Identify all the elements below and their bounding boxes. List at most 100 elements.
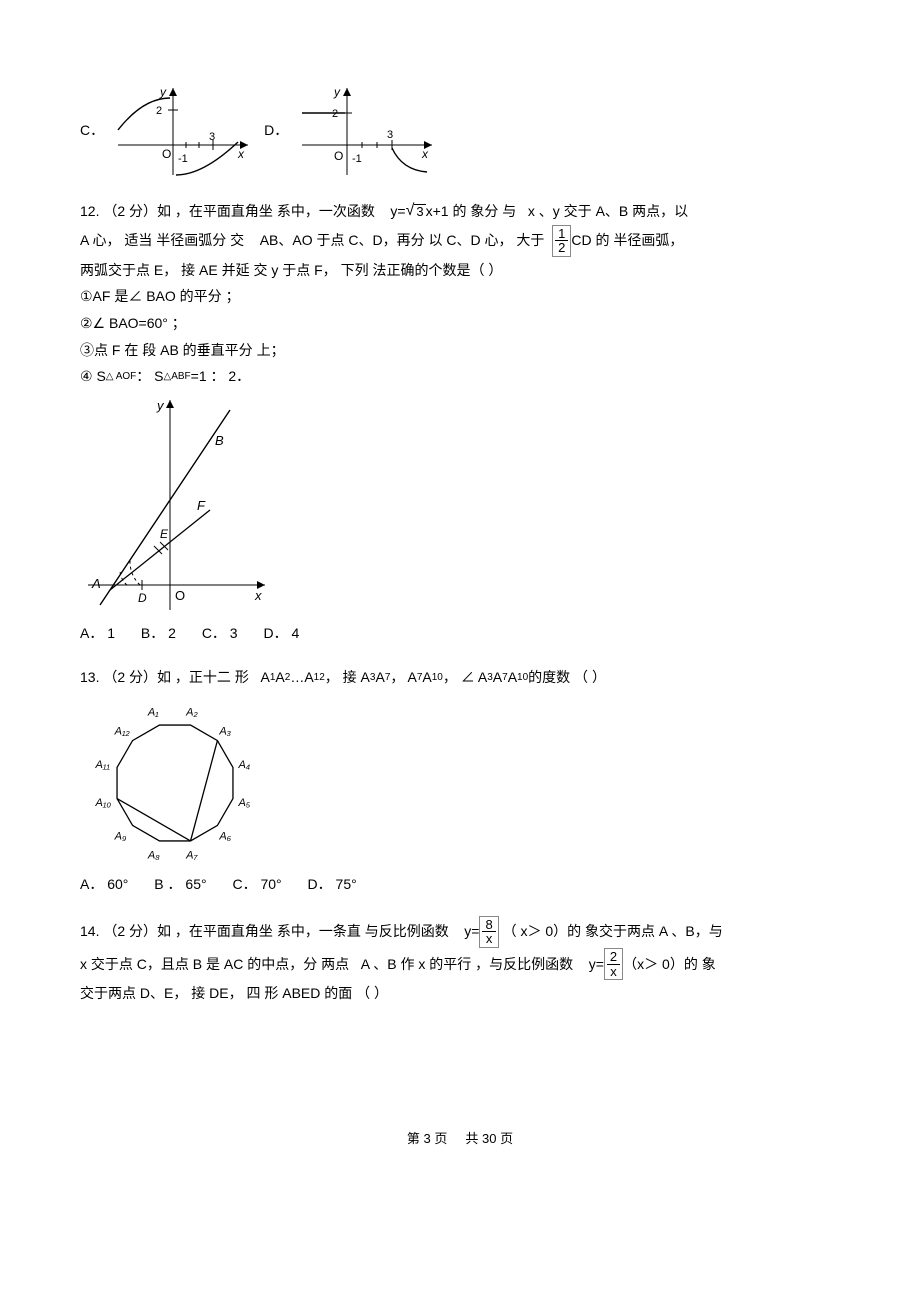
svg-text:F: F	[197, 498, 206, 513]
svg-text:2: 2	[332, 108, 338, 120]
q13-lf: A	[375, 664, 384, 691]
q12-s4: ④ S △ AOF ： S △ABF =1 ： 2．	[80, 363, 840, 390]
q14-l2a: x 交于点 C，且点 B 是 AC 的中点，分 两点	[80, 951, 349, 978]
svg-text:y: y	[156, 398, 165, 413]
q13-num: 13.	[80, 664, 99, 691]
q14-line3: 交于两点 D、E， 接 DE， 四 形 ABED 的面 （ ）	[80, 980, 840, 1007]
q12-s4e: =1 ： 2．	[191, 363, 251, 390]
svg-text:O: O	[175, 588, 185, 603]
q12-choice-c[interactable]: C． 3	[202, 625, 238, 641]
q14-l1b: y=	[464, 918, 479, 945]
q14-l2d: （x＞ 0）的 象	[623, 951, 716, 978]
svg-text:A: A	[91, 576, 101, 591]
q12-s4b: △ AOF	[106, 367, 136, 386]
q12-choice-b[interactable]: B． 2	[141, 625, 176, 641]
q12-l1d: x 、y 交于 A、B 两点，以	[528, 198, 688, 225]
q12-s4c: ： S	[136, 363, 163, 390]
q12-line3: 两弧交于点 E， 接 AE 并延 交 y 于点 F， 下列 法正确的个数是（ ）	[80, 257, 840, 284]
footer-f: 页	[500, 1131, 513, 1146]
q12-l1c: x+1 的 象分 与	[426, 198, 517, 225]
q12-num: 12.	[80, 198, 99, 225]
q14-l1c: （ x＞ 0）的 象交于两点 A 、B，与	[503, 918, 723, 945]
svg-text:2: 2	[156, 105, 162, 117]
svg-text:A₅: A₅	[237, 797, 250, 809]
q11-graph-d: x y O 2 3 -1	[292, 80, 442, 180]
footer-e: 30	[482, 1131, 496, 1146]
q13-lj: A	[493, 664, 502, 691]
footer-d: 共	[465, 1131, 478, 1146]
svg-text:A₈: A₈	[147, 850, 160, 862]
q12-l2b: AB、AO 于点 C、D，再分 以 C、D 心， 大于	[260, 227, 545, 254]
q12-l1a: （2 分）如 ，在平面直角坐 系中，一次函数	[103, 198, 374, 225]
footer-a: 第	[407, 1131, 420, 1146]
svg-text:-1: -1	[352, 153, 362, 165]
svg-text:y: y	[333, 85, 341, 99]
q13-lc: A	[275, 664, 284, 691]
q13-lk: A	[508, 664, 517, 691]
sqrt-3: √3	[406, 204, 426, 219]
q13-choice-d[interactable]: D． 75°	[308, 876, 357, 892]
svg-text:A₁₀: A₁₀	[95, 797, 112, 809]
q11-opt-c-label: C．	[80, 117, 104, 144]
frac-2x: 2x	[604, 948, 623, 980]
q14-l1a: （2 分）如 ，在平面直角坐 系中，一条直 与反比例函数	[103, 918, 448, 945]
svg-text:3: 3	[209, 131, 215, 143]
svg-text:A₉: A₉	[114, 830, 127, 842]
q13-la: （2 分）如 ，正十二 形	[103, 664, 248, 691]
q11-options-row: C． x y O 2 3 -1 D． x y	[80, 80, 840, 180]
svg-text:A₆: A₆	[218, 830, 231, 842]
q13-choice-c[interactable]: C． 70°	[232, 876, 281, 892]
q11-opt-d-label: D．	[264, 117, 288, 144]
q13-ll: 的度数 （ ）	[528, 664, 606, 691]
q13-choice-a[interactable]: A． 60°	[80, 876, 128, 892]
svg-text:O: O	[334, 149, 343, 163]
q12-figure: y x O A B F E D	[80, 390, 840, 620]
q13-lh: A	[422, 664, 431, 691]
q14-l2b: A 、B 作 x 的平行 ，与反比例函数	[361, 951, 573, 978]
q12-l2a: A 心， 适当 半径画弧分 交	[80, 227, 244, 254]
q13-lb: A	[261, 664, 270, 691]
q12-line2: A 心， 适当 半径画弧分 交 AB、AO 于点 C、D，再分 以 C、D 心，…	[80, 225, 840, 257]
q12: 12. （2 分）如 ，在平面直角坐 系中，一次函数 y= √3 x+1 的 象…	[80, 198, 840, 646]
q12-choice-d[interactable]: D． 4	[264, 625, 300, 641]
svg-text:A₇: A₇	[185, 850, 198, 862]
q11-graph-c: x y O 2 3 -1	[108, 80, 258, 180]
svg-text:A₁: A₁	[147, 707, 159, 719]
footer-b: 3	[423, 1131, 430, 1146]
frac-8x: 8x	[479, 916, 498, 948]
svg-text:x: x	[421, 147, 429, 161]
svg-text:A₁₁: A₁₁	[95, 759, 111, 771]
svg-text:O: O	[162, 147, 171, 161]
q13: 13. （2 分）如 ，正十二 形 A1 A2 … A12 ， 接 A3 A7 …	[80, 664, 840, 897]
q14-num: 14.	[80, 918, 99, 945]
q13-dots: …	[290, 664, 304, 691]
page-footer: 第 3 页 共 30 页	[80, 1127, 840, 1152]
q13-choices: A． 60° B ． 65° C． 70° D． 75°	[80, 871, 840, 898]
svg-text:x: x	[254, 588, 262, 603]
q14-line2: x 交于点 C，且点 B 是 AC 的中点，分 两点 A 、B 作 x 的平行 …	[80, 948, 840, 980]
q14: 14. （2 分）如 ，在平面直角坐 系中，一条直 与反比例函数 y= 8x （…	[80, 916, 840, 1007]
q12-s1: ①AF 是∠ BAO 的平分 ；	[80, 283, 840, 310]
q12-l1b: y=	[390, 198, 405, 225]
q13-le: ， 接 A	[325, 664, 370, 691]
svg-text:3: 3	[387, 129, 393, 141]
svg-text:-1: -1	[178, 153, 188, 165]
svg-text:A₂: A₂	[185, 707, 198, 719]
q13-ld1: 12	[314, 668, 325, 687]
q12-s4d: △ABF	[164, 367, 191, 386]
q13-line: 13. （2 分）如 ，正十二 形 A1 A2 … A12 ， 接 A3 A7 …	[80, 664, 840, 691]
q13-choice-b[interactable]: B ． 65°	[154, 876, 206, 892]
svg-text:A₁₂: A₁₂	[114, 726, 131, 738]
svg-text:B: B	[215, 433, 224, 448]
q12-l2c: CD 的 半径画弧，	[571, 227, 683, 254]
svg-text:y: y	[159, 85, 167, 99]
q12-choice-a[interactable]: A． 1	[80, 625, 115, 641]
q13-lh1: 10	[432, 668, 443, 687]
frac-half: 12	[552, 225, 571, 257]
q12-s4a: ④ S	[80, 363, 106, 390]
q14-line1: 14. （2 分）如 ，在平面直角坐 系中，一条直 与反比例函数 y= 8x （…	[80, 916, 840, 948]
q13-ld: A	[304, 664, 313, 691]
q12-line1: 12. （2 分）如 ，在平面直角坐 系中，一次函数 y= √3 x+1 的 象…	[80, 198, 840, 225]
svg-text:D: D	[138, 591, 147, 605]
svg-text:x: x	[237, 147, 245, 161]
